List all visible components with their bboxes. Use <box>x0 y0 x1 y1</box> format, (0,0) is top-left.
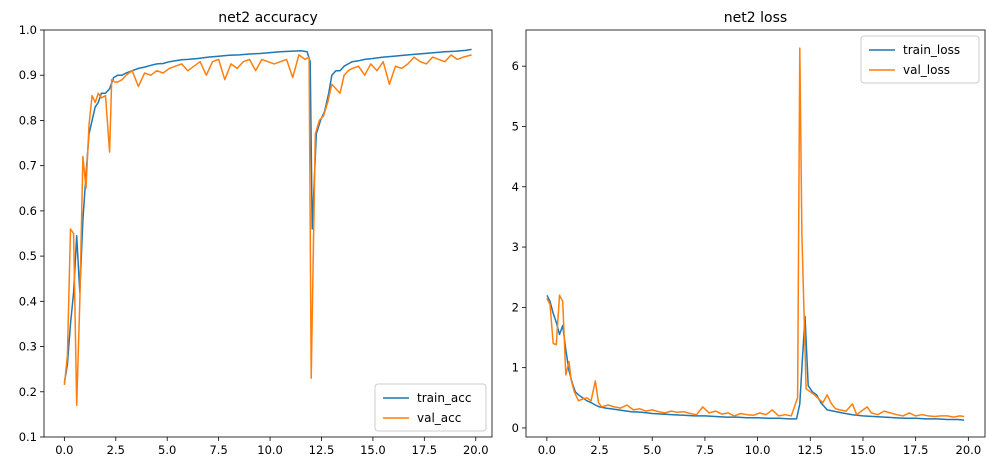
accuracy-y-tick-label: 0.5 <box>19 249 37 263</box>
accuracy-legend: train_acc val_acc <box>374 383 487 432</box>
loss-y-tick-label: 6 <box>512 59 519 73</box>
loss-y-tick-label: 1 <box>512 361 519 375</box>
accuracy-y-tick-label: 0.1 <box>19 430 37 444</box>
loss-y-tick-label: 2 <box>512 300 519 314</box>
accuracy-x-tick-label: 17.5 <box>412 443 438 457</box>
accuracy-series-train-acc <box>63 48 472 383</box>
accuracy-axes-frame <box>43 29 493 438</box>
loss-x-tick-label: 15.0 <box>850 443 876 457</box>
accuracy-y-tick-label: 0.4 <box>19 294 37 308</box>
accuracy-y-tick-label: 0.9 <box>19 68 37 82</box>
loss-panel: net2 loss 0.0 2.5 5.0 7.5 10.0 12.5 15.0 17.5 20.… <box>512 10 986 457</box>
loss-title: net2 loss <box>724 10 787 26</box>
loss-x-tick-label: 10.0 <box>745 443 771 457</box>
loss-y-tick-label: 0 <box>512 421 519 435</box>
accuracy-x-tick-label: 5.0 <box>158 443 176 457</box>
accuracy-series-val-acc <box>63 54 472 407</box>
loss-legend: train_loss val_loss <box>860 35 980 84</box>
loss-x-tick-label: 0.0 <box>538 443 556 457</box>
accuracy-x-tick-label: 15.0 <box>360 443 386 457</box>
accuracy-y-tick-label: 0.2 <box>19 385 37 399</box>
accuracy-y-tick-label: 0.3 <box>19 340 37 354</box>
loss-legend-box <box>860 35 980 84</box>
loss-y-tick-label: 5 <box>512 119 519 133</box>
loss-x-tick-label: 7.5 <box>696 443 714 457</box>
accuracy-x-tick-label: 0.0 <box>55 443 73 457</box>
loss-series-train-loss <box>546 294 965 421</box>
accuracy-legend-label: val_acc <box>417 411 461 425</box>
loss-y-tick-label: 3 <box>512 240 519 254</box>
loss-legend-label: train_loss <box>903 43 960 57</box>
accuracy-legend-label: train_acc <box>417 391 471 405</box>
loss-x-tick-label: 12.5 <box>797 443 823 457</box>
accuracy-x-tick-label: 2.5 <box>107 443 125 457</box>
accuracy-y-tick-label: 0.6 <box>19 204 37 218</box>
accuracy-title: net2 accuracy <box>218 10 318 26</box>
accuracy-legend-box <box>374 383 487 432</box>
accuracy-x-tick-label: 12.5 <box>309 443 335 457</box>
loss-x-tick-label: 17.5 <box>903 443 929 457</box>
accuracy-x-tick-label: 10.0 <box>257 443 283 457</box>
loss-x-tick-label: 2.5 <box>590 443 608 457</box>
loss-x-tick-label: 5.0 <box>643 443 661 457</box>
loss-x-tick-label: 20.0 <box>956 443 982 457</box>
accuracy-y-tick-label: 0.7 <box>19 159 37 173</box>
loss-axes-frame <box>525 29 986 438</box>
loss-legend-label: val_loss <box>903 63 950 77</box>
loss-series-val-loss <box>546 47 965 418</box>
accuracy-panel: net2 accuracy 0.0 2.5 5.0 7.5 10.0 12.5 15.0 17.… <box>19 10 493 457</box>
accuracy-x-tick-label: 7.5 <box>209 443 227 457</box>
loss-y-tick-label: 4 <box>512 180 519 194</box>
accuracy-y-tick-label: 0.8 <box>19 113 37 127</box>
accuracy-y-tick-label: 1.0 <box>19 23 37 37</box>
accuracy-x-tick-label: 20.0 <box>463 443 489 457</box>
